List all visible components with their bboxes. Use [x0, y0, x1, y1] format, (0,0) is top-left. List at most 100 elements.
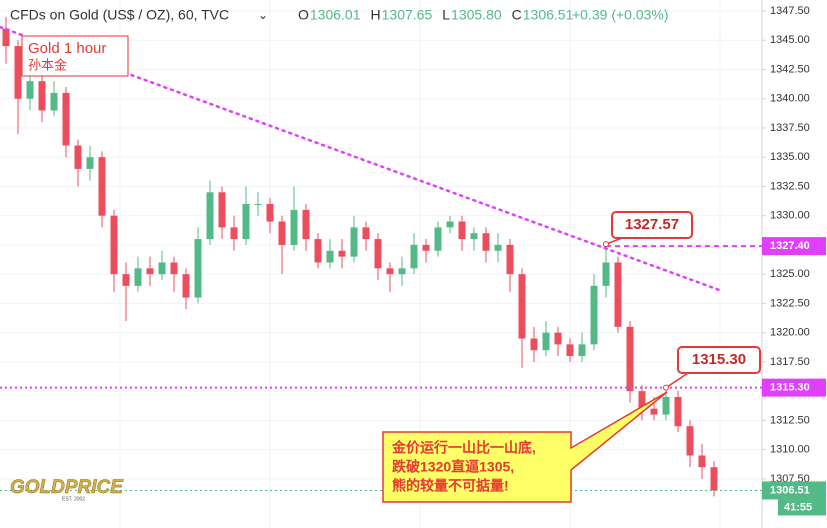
candle-body — [590, 285, 598, 345]
change: +0.39 (+0.03%) — [572, 7, 669, 23]
candle-body — [98, 157, 106, 216]
countdown: 41:55 — [784, 501, 812, 513]
candle-body — [326, 250, 334, 263]
candle-body — [218, 192, 226, 228]
price-tag — [762, 237, 826, 256]
logo: GOLDPRICE — [10, 477, 124, 498]
author: 孙本金 — [28, 57, 67, 72]
candle-body — [146, 268, 154, 275]
note-line: 熊的较量不可掂量! — [392, 478, 509, 494]
countdown-tag — [778, 499, 826, 516]
y-tick-label: 1337.50 — [770, 122, 810, 134]
price-tag — [762, 378, 826, 397]
candle-body — [266, 203, 274, 222]
callout-box — [677, 346, 761, 374]
note-line: 跌破1320直逼1305, — [392, 459, 514, 475]
candle-body — [122, 274, 130, 286]
ohlc-label: H — [371, 7, 381, 23]
candle-body — [554, 332, 562, 345]
candle-body — [446, 221, 454, 228]
candle-body — [254, 203, 262, 205]
y-tick-label: 1320.00 — [770, 327, 810, 339]
callout-label: 1315.30 — [692, 351, 746, 368]
candle-body — [374, 239, 382, 269]
title-box — [21, 35, 129, 77]
ohlc-label: C — [512, 7, 522, 23]
ohlc: O 1306.01 H 1307.65 L 1305.80 C 1306.51 — [298, 7, 574, 23]
candle-body — [290, 209, 298, 245]
candle-body — [506, 244, 514, 275]
candle-body — [350, 227, 358, 257]
note-line: 金价运行一山比一山底, — [391, 440, 536, 456]
candle-body — [434, 227, 442, 251]
candle-body — [206, 192, 214, 240]
candle-body — [62, 92, 70, 146]
y-tick-label: 1310.00 — [770, 444, 810, 456]
candle-body — [686, 426, 694, 456]
candle-body — [50, 92, 58, 111]
price-tag-label: 1327.40 — [770, 240, 810, 252]
y-tick-label: 1335.00 — [770, 151, 810, 163]
price-tag-label: 1306.51 — [770, 484, 810, 496]
candle-body — [494, 244, 502, 251]
candle-body — [182, 274, 190, 298]
logo-sub: EST. 2002 — [62, 496, 85, 502]
candle-body — [386, 268, 394, 275]
candle-body — [230, 227, 238, 240]
y-tick-label: 1347.50 — [770, 5, 810, 17]
y-tick-label: 1332.50 — [770, 180, 810, 192]
y-tick-label: 1330.00 — [770, 210, 810, 222]
ohlc-value: 1305.80 — [451, 7, 502, 23]
y-tick-label: 1342.50 — [770, 63, 810, 75]
candle-body — [542, 332, 550, 351]
ohlc-label: O — [298, 7, 309, 23]
title: Gold 1 hour — [28, 40, 106, 57]
candle-body — [158, 262, 166, 275]
candle-body — [578, 344, 586, 357]
callout-point — [603, 241, 609, 248]
callout-point — [663, 384, 669, 391]
callout-box — [611, 211, 693, 239]
ohlc-value: 1306.01 — [310, 7, 361, 23]
candle-body — [698, 455, 706, 468]
symbol: CFDs on Gold (US$ / OZ), 60, TVC — [10, 7, 229, 23]
price-tag-label: 1315.30 — [770, 382, 810, 394]
candle-body — [74, 145, 82, 169]
candle-body — [110, 215, 118, 275]
candle-body — [170, 262, 178, 275]
y-tick-label: 1345.00 — [770, 34, 810, 46]
candle-body — [410, 244, 418, 269]
candle-body — [650, 408, 658, 415]
candle-body — [398, 268, 406, 275]
candle-body — [482, 233, 490, 251]
candle-body — [194, 239, 202, 298]
dropdown[interactable]: ⌄ — [258, 8, 268, 22]
note-box — [382, 391, 668, 503]
candle-body — [278, 221, 286, 245]
y-axis: 1347.50 1345.00 1342.50 1340.00 1337.50 1335.… — [762, 5, 826, 516]
ohlc-value: 1307.65 — [382, 7, 433, 23]
candle-body — [134, 268, 142, 286]
candle-body — [530, 338, 538, 351]
candle-body — [674, 396, 682, 427]
candle-body — [566, 344, 574, 357]
callout-pointer — [665, 372, 689, 389]
y-tick-label: 1340.00 — [770, 93, 810, 105]
candle-body — [38, 81, 46, 111]
y-tick-label: 1322.50 — [770, 297, 810, 309]
candle-body — [302, 209, 310, 240]
candle-body — [86, 157, 94, 169]
candle-body — [470, 233, 478, 240]
candle-body — [2, 28, 10, 47]
candle-body — [362, 227, 370, 240]
candles — [2, 16, 718, 497]
price-tag — [762, 481, 826, 500]
candle-body — [314, 239, 322, 263]
candle-body — [26, 81, 34, 99]
candle-body — [638, 391, 646, 409]
y-tick-label: 1317.50 — [770, 356, 810, 368]
y-tick-label: 1312.50 — [770, 414, 810, 426]
candle-body — [662, 396, 670, 415]
candle-body — [614, 262, 622, 327]
